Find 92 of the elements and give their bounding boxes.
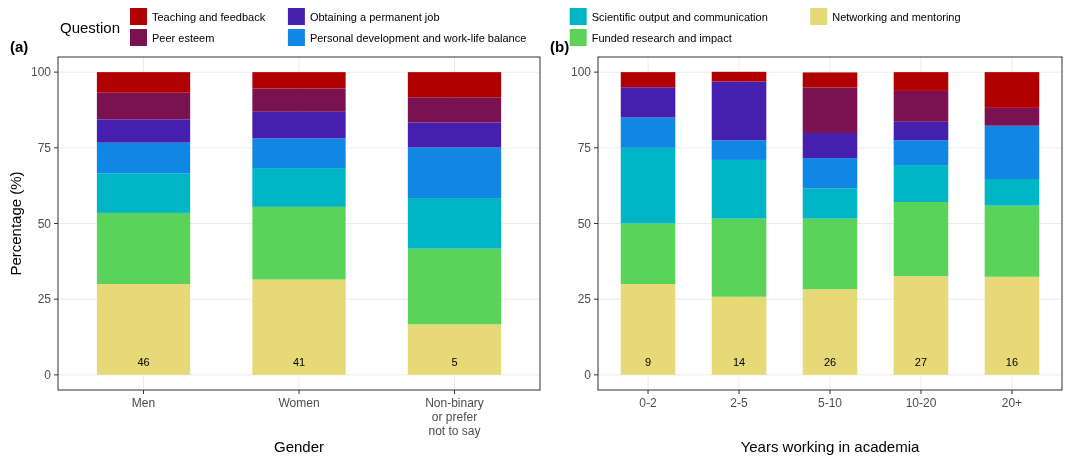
annotation: 27 bbox=[914, 355, 928, 368]
bar bbox=[893, 121, 949, 141]
bar bbox=[252, 111, 346, 139]
bar bbox=[802, 72, 858, 88]
bar bbox=[984, 205, 1040, 277]
chart-title: (b) bbox=[550, 38, 570, 55]
bar bbox=[252, 279, 346, 375]
bar bbox=[96, 142, 191, 174]
annotation: 5 bbox=[451, 355, 458, 368]
bar bbox=[711, 140, 767, 160]
bar bbox=[252, 206, 346, 280]
y-tick-label: 0 bbox=[584, 367, 592, 382]
y-tick-label: 25 bbox=[577, 292, 592, 307]
y-tick-label: 75 bbox=[577, 140, 592, 155]
y-tick-label: 75 bbox=[37, 140, 52, 155]
x-tick-label: 0-2 bbox=[639, 396, 658, 410]
bar bbox=[620, 72, 676, 88]
bar bbox=[984, 107, 1040, 126]
chart-title: (a) bbox=[10, 38, 29, 55]
x-axis-title: Gender bbox=[273, 438, 325, 455]
annotation: 41 bbox=[292, 355, 306, 368]
legend-label: Personal development and work-life balance bbox=[309, 32, 527, 44]
bar bbox=[802, 188, 858, 219]
bar bbox=[96, 173, 191, 213]
x-tick-label: Men bbox=[131, 396, 156, 410]
bar bbox=[96, 284, 191, 375]
legend-label: Networking and mentoring bbox=[832, 11, 961, 23]
y-tick-label: 25 bbox=[37, 292, 52, 307]
bar bbox=[893, 202, 949, 277]
bar bbox=[893, 140, 949, 166]
legend-label: Funded research and impact bbox=[591, 32, 732, 44]
bar bbox=[407, 122, 502, 148]
bar bbox=[711, 71, 767, 82]
bar bbox=[802, 87, 858, 133]
y-tick-label: 50 bbox=[577, 216, 592, 231]
y-axis-title: Percentage (%) bbox=[7, 171, 24, 276]
bar bbox=[407, 97, 502, 123]
bar bbox=[620, 117, 676, 148]
y-tick-label: 0 bbox=[44, 367, 52, 382]
bar bbox=[407, 248, 502, 325]
x-tick-label: 10-20 bbox=[905, 396, 937, 410]
y-tick-label: 100 bbox=[570, 65, 592, 80]
bar bbox=[620, 87, 676, 118]
bar bbox=[252, 168, 346, 207]
annotation: 9 bbox=[644, 355, 652, 368]
x-tick-label: 5-10 bbox=[817, 396, 843, 410]
legend-label: Scientific output and communication bbox=[591, 11, 768, 23]
bar bbox=[711, 296, 767, 375]
bar bbox=[96, 72, 191, 93]
bar bbox=[252, 138, 346, 169]
annotation: 46 bbox=[137, 355, 150, 368]
bar bbox=[96, 119, 191, 143]
annotation: 16 bbox=[1005, 355, 1019, 368]
y-tick-label: 50 bbox=[37, 216, 52, 231]
bar bbox=[984, 276, 1040, 375]
x-tick-label: Non-binary or prefer not to say bbox=[425, 396, 484, 438]
bar bbox=[407, 147, 502, 199]
bar bbox=[802, 218, 858, 290]
bar bbox=[96, 92, 191, 120]
legend-label: Teaching and feedback bbox=[152, 11, 266, 23]
bar bbox=[802, 132, 858, 159]
bar bbox=[984, 125, 1040, 179]
bar bbox=[252, 88, 346, 112]
y-tick-label: 100 bbox=[30, 65, 52, 80]
bar bbox=[802, 289, 858, 375]
bar bbox=[407, 198, 502, 249]
bar bbox=[620, 284, 676, 375]
bar bbox=[711, 159, 767, 219]
bar bbox=[96, 212, 191, 285]
bar bbox=[407, 324, 502, 375]
legend-label: Obtaining a permanent job bbox=[309, 11, 440, 23]
legend-title: Question bbox=[60, 19, 121, 36]
x-tick-label: Women bbox=[278, 396, 320, 410]
bar bbox=[620, 223, 676, 285]
bar bbox=[893, 72, 949, 91]
x-axis-title: Years working in academia bbox=[740, 438, 921, 455]
x-tick-label: 20+ bbox=[1001, 396, 1023, 410]
bar bbox=[407, 72, 502, 98]
bar bbox=[893, 90, 949, 122]
bar bbox=[893, 165, 949, 203]
annotation: 14 bbox=[732, 355, 746, 368]
x-tick-label: 2-5 bbox=[730, 396, 749, 410]
bar bbox=[984, 179, 1040, 206]
bar bbox=[893, 276, 949, 375]
bar bbox=[984, 72, 1040, 108]
bar bbox=[711, 218, 767, 297]
bar bbox=[252, 72, 346, 89]
bar bbox=[802, 158, 858, 189]
bar bbox=[711, 81, 767, 141]
legend-label: Peer esteem bbox=[152, 32, 215, 44]
bar bbox=[620, 147, 676, 224]
annotation: 26 bbox=[823, 355, 837, 368]
